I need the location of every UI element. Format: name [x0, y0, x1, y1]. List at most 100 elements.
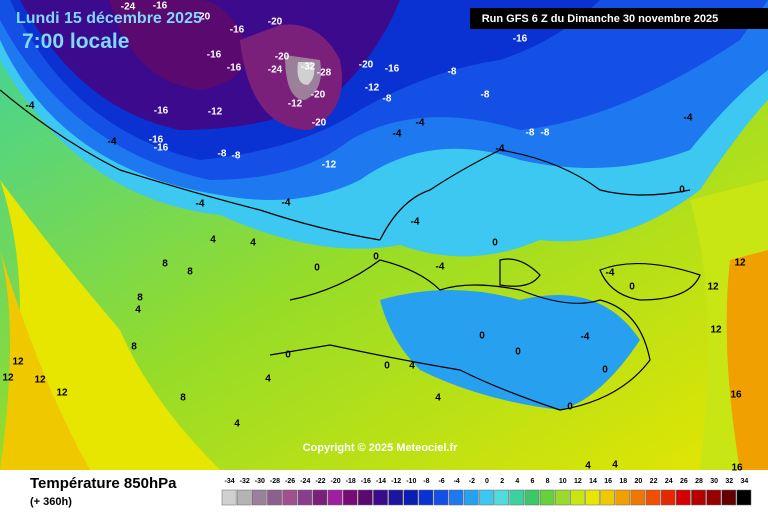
contour-label: -16 — [149, 135, 164, 146]
contour-label: 0 — [567, 402, 573, 413]
legend-swatch — [479, 489, 494, 506]
legend-swatch — [494, 489, 509, 506]
legend-label: 24 — [665, 478, 673, 485]
legend-swatch — [327, 489, 343, 506]
legend-label: -34 — [225, 478, 235, 485]
legend-label: 30 — [710, 478, 718, 485]
contour-label: -4 — [411, 217, 420, 228]
contour-label: -16 — [207, 50, 222, 61]
legend-label: -22 — [315, 478, 325, 485]
legend-label: -12 — [391, 478, 401, 485]
contour-label: -12 — [208, 107, 223, 118]
contour-label: -8 — [218, 149, 227, 160]
contour-label: -16 — [513, 34, 528, 45]
legend-swatch — [373, 489, 388, 506]
run-box — [470, 8, 768, 29]
legend-label: 18 — [619, 478, 627, 485]
contour-label: 8 — [180, 393, 186, 404]
contour-label: -4 — [496, 144, 505, 155]
legend-label: -18 — [346, 478, 356, 485]
contour-label: 4 — [135, 305, 141, 316]
contour-label: 4 — [210, 235, 216, 246]
contour-label: 12 — [707, 282, 719, 293]
legend-swatch — [418, 489, 434, 506]
contour-label: -4 — [108, 137, 117, 148]
contour-label: -4 — [606, 268, 615, 279]
legend-label: 8 — [546, 478, 550, 485]
contour-label: -4 — [684, 113, 693, 124]
contour-label: -8 — [526, 128, 535, 139]
legend-label: 2 — [500, 478, 504, 485]
contour-label: 4 — [265, 374, 271, 385]
legend-swatch — [736, 489, 752, 506]
legend-swatch — [464, 489, 479, 506]
contour-label: -8 — [448, 67, 457, 78]
contour-label: 0 — [314, 263, 320, 274]
legend-swatch — [388, 489, 403, 506]
legend-swatch — [221, 489, 237, 506]
map-background — [0, 0, 768, 470]
contour-label: 0 — [515, 347, 521, 358]
legend-swatch — [282, 489, 297, 506]
legend-label: -6 — [438, 478, 444, 485]
legend-swatch — [297, 489, 313, 506]
contour-label: -20 — [312, 118, 327, 129]
legend-label: -30 — [255, 478, 265, 485]
legend-swatch — [570, 489, 585, 506]
contour-label: -20 — [268, 17, 283, 28]
contour-label: -16 — [154, 143, 169, 154]
legend-label: 16 — [604, 478, 612, 485]
legend-label: 10 — [559, 478, 567, 485]
contour-label: -20 — [359, 60, 374, 71]
contour-label: -4 — [282, 198, 291, 209]
contour-label: 8 — [137, 293, 143, 304]
legend-label: 28 — [695, 478, 703, 485]
legend-label: 34 — [741, 478, 749, 485]
legend-label: -8 — [423, 478, 429, 485]
legend-label: -28 — [270, 478, 280, 485]
contour-label: 4 — [250, 238, 256, 249]
legend-swatch — [721, 489, 737, 506]
legend-subtitle: (+ 360h) — [30, 496, 72, 508]
contour-label: -20 — [275, 52, 290, 63]
contour-label: 12 — [34, 375, 46, 386]
contour-label: 16 — [731, 463, 743, 474]
legend-label: -24 — [300, 478, 310, 485]
legend-swatch — [403, 489, 419, 506]
contour-label: -12 — [322, 160, 337, 171]
contour-label: 4 — [435, 393, 441, 404]
legend-swatch — [509, 489, 525, 506]
legend-swatch — [524, 489, 540, 506]
legend-swatch — [312, 489, 328, 506]
legend-label: -20 — [331, 478, 341, 485]
contour-label: 12 — [2, 373, 14, 384]
legend-label: 4 — [515, 478, 519, 485]
legend-label: -14 — [376, 478, 386, 485]
legend-label: -4 — [454, 478, 460, 485]
legend-label: -32 — [240, 478, 250, 485]
legend-swatch — [691, 489, 706, 506]
contour-label: 8 — [131, 342, 137, 353]
contour-label: 0 — [679, 185, 685, 196]
contour-label: 12 — [12, 357, 24, 368]
legend-label: 12 — [574, 478, 582, 485]
date: Lundi 15 décembre 2025 — [16, 10, 202, 27]
legend-swatch — [358, 489, 373, 506]
contour-label: -24 — [121, 2, 136, 13]
legend-label: 32 — [725, 478, 733, 485]
legend-title: Température 850hPa — [30, 475, 177, 492]
contour-label: 16 — [730, 390, 742, 401]
copyright: Copyright © 2025 Meteociel.fr — [303, 442, 459, 454]
contour-label: -4 — [436, 262, 445, 273]
legend-label: 20 — [635, 478, 643, 485]
legend-swatch — [630, 489, 646, 506]
legend-swatch — [448, 489, 464, 506]
contour-label: 8 — [162, 259, 168, 270]
contour-label: -20 — [311, 90, 326, 101]
legend-label: 6 — [530, 478, 534, 485]
legend-swatch — [615, 489, 631, 506]
contour-label: -4 — [196, 199, 205, 210]
legend-label: -16 — [361, 478, 371, 485]
legend-swatch — [433, 489, 449, 506]
